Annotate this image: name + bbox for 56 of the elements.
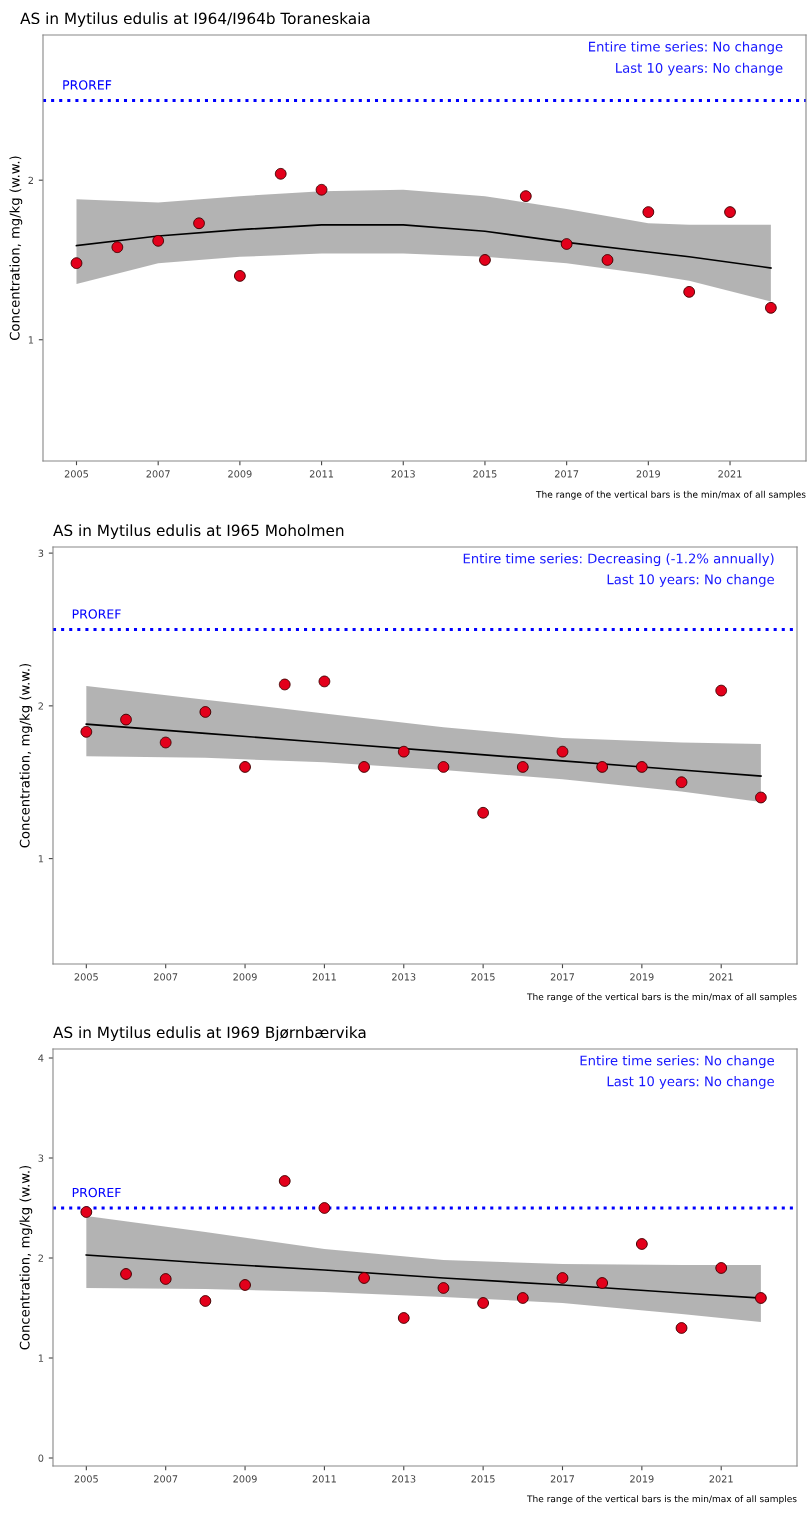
x-tick-label: 2017: [550, 973, 575, 981]
y-tick-label: 3: [38, 1154, 44, 1162]
x-tick-label: 2015: [473, 470, 497, 478]
ref-line-label: PROREF: [72, 609, 121, 619]
x-tick-label: 2013: [391, 470, 415, 478]
text: The range of the vertical bars is the min/max of all samples: [526, 1495, 797, 1504]
x-tick-label: 2011: [312, 973, 336, 981]
x-tick-label: 2007: [154, 973, 178, 981]
annotation: Entire time series: No change: [580, 1055, 774, 1069]
x-tick-label: 2011: [309, 470, 334, 478]
y-tick-label: 2: [38, 1254, 43, 1262]
text: The range of the vertical bars is the min/max of all samples: [526, 993, 797, 1002]
x-tick-label: 2017: [550, 1475, 575, 1483]
y-tick-label: 1: [28, 336, 34, 344]
y-tick-label: 2: [28, 176, 33, 184]
y-tick-label: 1: [38, 855, 44, 863]
ref-line-label: PROREF: [63, 80, 112, 90]
y-axis-title: Concentration, mg/kg (w.w.): [9, 156, 23, 340]
chart-title: AS in Mytilus edulis at I964/I964b Toraneskaia: [20, 12, 370, 28]
x-tick-label: 2009: [233, 1475, 257, 1483]
annotation: Entire time series: Decreasing (-1.2% annually): [463, 553, 774, 567]
x-tick-label: 2005: [74, 1475, 98, 1483]
y-tick-label: 4: [38, 1054, 44, 1062]
x-tick-label: 2009: [233, 973, 257, 981]
x-tick-label: 2013: [392, 973, 416, 981]
x-tick-label: 2019: [630, 973, 654, 981]
x-tick-label: 2011: [312, 1475, 336, 1483]
y-tick-label: 1: [38, 1354, 44, 1362]
x-tick-label: 2019: [630, 1475, 654, 1483]
ref-line-label: PROREF: [72, 1187, 121, 1198]
text: The range of the vertical bars is the min/max of all samples: [535, 490, 806, 500]
y-tick-label: 2: [38, 702, 43, 710]
x-tick-label: 2013: [392, 1475, 416, 1483]
y-tick-label: 3: [38, 549, 44, 557]
y-axis-title: Concentration, mg/kg (w.w.): [19, 1165, 33, 1350]
x-tick-label: 2005: [74, 973, 98, 981]
x-tick-label: 2005: [64, 470, 89, 478]
annotation: Last 10 years: No change: [616, 62, 783, 76]
x-tick-label: 2015: [471, 973, 495, 981]
x-tick-label: 2021: [709, 1475, 733, 1483]
y-axis-title: Concentration, mg/kg (w.w.): [19, 663, 33, 848]
annotation: Last 10 years: No change: [607, 1076, 774, 1089]
line-series: [75, 224, 772, 269]
x-tick-label: 2021: [718, 470, 742, 478]
x-tick-label: 2021: [709, 973, 733, 981]
x-tick-label: 2007: [154, 1475, 178, 1483]
y-tick-label: 0: [38, 1454, 44, 1462]
chart-title: AS in Mytilus edulis at I965 Moholmen: [53, 524, 344, 540]
x-tick-label: 2017: [554, 470, 579, 478]
x-tick-label: 2009: [228, 470, 252, 478]
x-tick-label: 2007: [146, 470, 170, 478]
annotation: Last 10 years: No change: [607, 574, 774, 587]
annotation: Entire time series: No change: [589, 41, 783, 55]
x-tick-label: 2015: [471, 1475, 495, 1483]
chart-title: AS in Mytilus edulis at I969 Bjørnbærvika: [53, 1026, 366, 1042]
x-tick-label: 2019: [636, 470, 661, 478]
